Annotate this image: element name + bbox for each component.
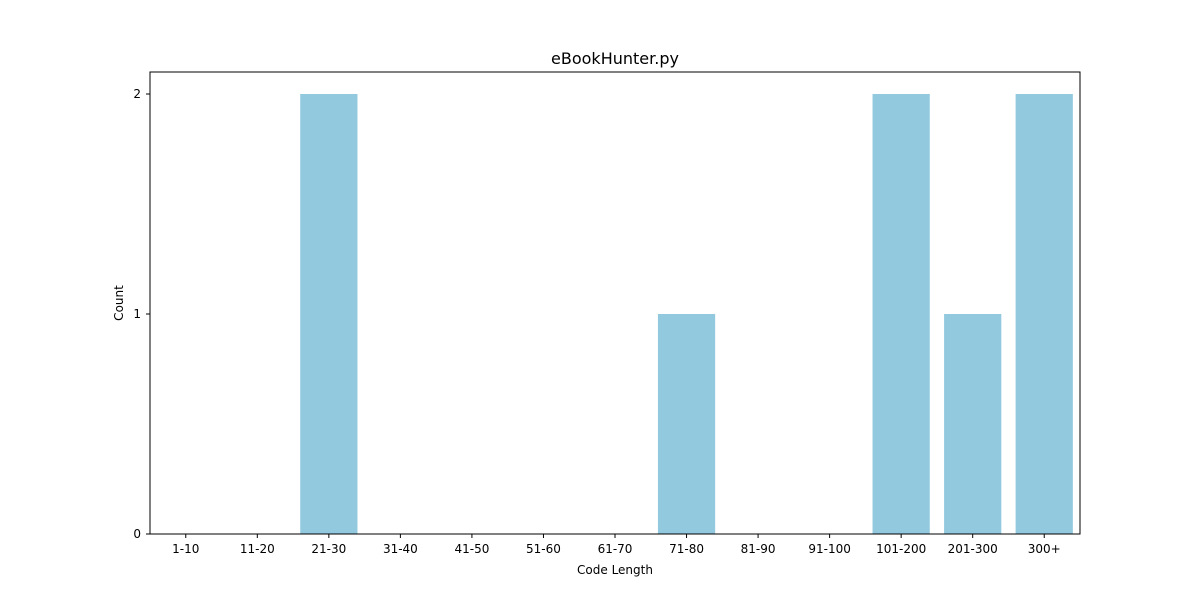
x-tick-label: 11-20 bbox=[240, 542, 275, 556]
x-tick-label: 300+ bbox=[1028, 542, 1061, 556]
plot-frame bbox=[149, 71, 1081, 535]
x-tick-label: 61-70 bbox=[598, 542, 633, 556]
bar-201-300 bbox=[944, 314, 1002, 534]
bar-300+ bbox=[1015, 94, 1073, 534]
x-tick-label: 21-30 bbox=[311, 542, 346, 556]
y-axis-ticks: 0 1 2 bbox=[133, 87, 150, 541]
bars-group bbox=[300, 94, 1073, 534]
x-axis-ticks: 1-10 11-20 21-30 31-40 41-50 51-60 61-70 71-80 8… bbox=[172, 534, 1061, 556]
x-tick-label: 101-200 bbox=[876, 542, 926, 556]
x-tick-label: 81-90 bbox=[741, 542, 776, 556]
x-tick-label: 91-100 bbox=[808, 542, 851, 556]
x-tick-label: 51-60 bbox=[526, 542, 561, 556]
bar-71-80 bbox=[657, 314, 716, 534]
bar-21-30 bbox=[300, 94, 358, 534]
y-tick-label: 2 bbox=[133, 87, 141, 101]
x-tick-label: 71-80 bbox=[669, 542, 704, 556]
y-tick-label: 0 bbox=[133, 527, 141, 541]
x-axis-label: Code Length bbox=[577, 563, 653, 577]
x-tick-label: 31-40 bbox=[383, 542, 418, 556]
y-tick-label: 1 bbox=[133, 307, 141, 321]
x-tick-label: 1-10 bbox=[172, 542, 199, 556]
bar-101-200 bbox=[872, 94, 930, 534]
x-tick-label: 201-300 bbox=[948, 542, 998, 556]
y-axis-label: Count bbox=[112, 285, 126, 321]
chart-title: eBookHunter.py bbox=[551, 49, 679, 68]
x-tick-label: 41-50 bbox=[454, 542, 489, 556]
